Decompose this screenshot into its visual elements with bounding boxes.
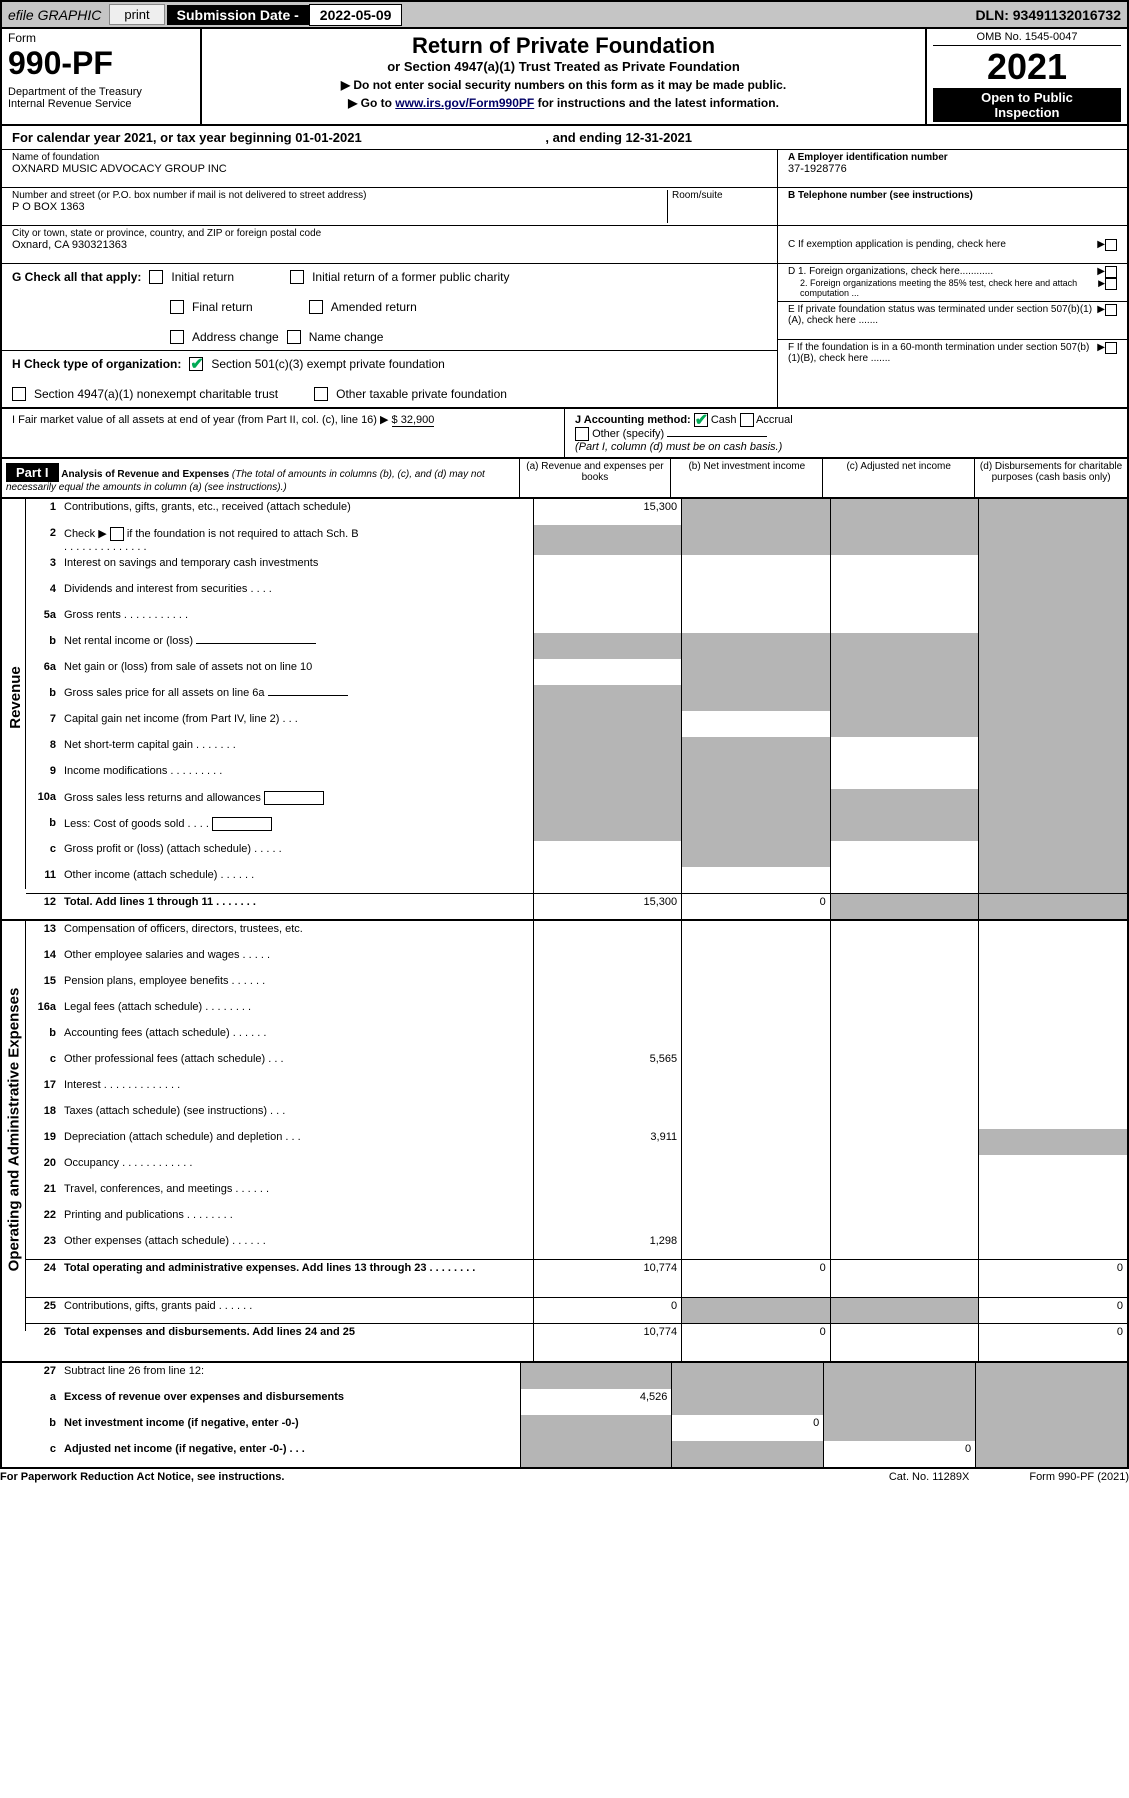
accrual-checkbox[interactable]: [740, 413, 754, 427]
f-row: F If the foundation is in a 60-month ter…: [778, 340, 1127, 378]
note-2: ▶ Go to www.irs.gov/Form990PF for instru…: [206, 96, 921, 110]
cal-year-end: , and ending 12-31-2021: [545, 130, 692, 145]
city: Oxnard, CA 930321363: [12, 239, 767, 251]
header-right: OMB No. 1545-0047 2021 Open to Public In…: [927, 29, 1127, 124]
d1-checkbox[interactable]: [1105, 266, 1117, 278]
info-right: A Employer identification number 37-1928…: [777, 150, 1127, 407]
f-checkbox[interactable]: [1105, 342, 1117, 354]
form-subtitle: or Section 4947(a)(1) Trust Treated as P…: [206, 59, 921, 74]
tax-year: 2021: [933, 46, 1121, 88]
schb-checkbox[interactable]: [110, 527, 124, 541]
cat-no: Cat. No. 11289X: [889, 1471, 970, 1483]
submission-label: Submission Date -: [167, 5, 309, 25]
dln: DLN: 93491132016732: [969, 5, 1127, 25]
fair-market-value: $ 32,900: [392, 414, 435, 427]
form-ref: Form 990-PF (2021): [1029, 1471, 1129, 1483]
i-section: I Fair market value of all assets at end…: [2, 409, 564, 457]
irs-link[interactable]: www.irs.gov/Form990PF: [395, 96, 534, 110]
part1-header-row: Part I Analysis of Revenue and Expenses …: [0, 459, 1129, 499]
cash-checkbox[interactable]: [694, 413, 708, 427]
r24-a: 10,774: [533, 1260, 682, 1297]
4947-checkbox[interactable]: [12, 387, 26, 401]
r24-d: 0: [978, 1260, 1127, 1297]
r26-a: 10,774: [533, 1324, 682, 1361]
ein: 37-1928776: [788, 163, 1117, 175]
info-grid: Name of foundation OXNARD MUSIC ADVOCACY…: [0, 150, 1129, 409]
d-row: D 1. Foreign organizations, check here..…: [778, 264, 1127, 302]
info-left: Name of foundation OXNARD MUSIC ADVOCACY…: [2, 150, 777, 407]
col-d-header: (d) Disbursements for charitable purpose…: [975, 459, 1127, 497]
r19-a: 3,911: [533, 1129, 682, 1155]
r26-b: 0: [681, 1324, 830, 1361]
address-row: Number and street (or P.O. box number if…: [2, 188, 777, 226]
e-checkbox[interactable]: [1105, 304, 1117, 316]
address: P O BOX 1363: [12, 201, 667, 213]
part1-label: Part I: [6, 463, 59, 482]
initial-return-checkbox[interactable]: [149, 270, 163, 284]
501c3-checkbox[interactable]: [189, 357, 203, 371]
r16c-a: 5,565: [533, 1051, 682, 1077]
final-return-checkbox[interactable]: [170, 300, 184, 314]
other-method-checkbox[interactable]: [575, 427, 589, 441]
department: Department of the Treasury Internal Reve…: [8, 86, 194, 110]
form-number: 990-PF: [8, 45, 194, 82]
r12-a: 15,300: [533, 894, 682, 919]
foundation-name-row: Name of foundation OXNARD MUSIC ADVOCACY…: [2, 150, 777, 188]
submission-date: 2022-05-09: [309, 4, 403, 26]
initial-former-checkbox[interactable]: [290, 270, 304, 284]
r27c-c: 0: [823, 1441, 975, 1467]
e-row: E If private foundation status was termi…: [778, 302, 1127, 340]
city-row: City or town, state or province, country…: [2, 226, 777, 264]
omb-number: OMB No. 1545-0047: [933, 31, 1121, 46]
r27b-b: 0: [671, 1415, 823, 1441]
print-button[interactable]: print: [109, 4, 164, 25]
col-c-header: (c) Adjusted net income: [823, 459, 975, 497]
ij-row: I Fair market value of all assets at end…: [0, 409, 1129, 459]
pending-checkbox[interactable]: [1105, 239, 1117, 251]
part1-table: Revenue 1Contributions, gifts, grants, e…: [0, 499, 1129, 1469]
ein-row: A Employer identification number 37-1928…: [778, 150, 1127, 188]
form-title: Return of Private Foundation: [206, 33, 921, 59]
arrow-icon: ▶: [1097, 239, 1105, 250]
r1-a: 15,300: [533, 499, 682, 525]
paperwork-notice: For Paperwork Reduction Act Notice, see …: [0, 1471, 284, 1483]
part1-desc: Part I Analysis of Revenue and Expenses …: [2, 459, 520, 497]
col-b-header: (b) Net investment income: [671, 459, 823, 497]
room-label: Room/suite: [672, 190, 767, 201]
footer: For Paperwork Reduction Act Notice, see …: [0, 1469, 1129, 1485]
d2-checkbox[interactable]: [1105, 278, 1117, 290]
address-change-checkbox[interactable]: [170, 330, 184, 344]
j-section: J Accounting method: Cash Accrual Other …: [564, 409, 1127, 457]
open-inspection: Open to Public Inspection: [933, 88, 1121, 122]
calendar-year-row: For calendar year 2021, or tax year begi…: [0, 126, 1129, 150]
r24-b: 0: [681, 1260, 830, 1297]
telephone-row: B Telephone number (see instructions): [778, 188, 1127, 226]
r12-b: 0: [681, 894, 830, 919]
efile-label: efile GRAPHIC: [2, 5, 107, 25]
c-row: C If exemption application is pending, c…: [778, 226, 1127, 264]
amended-return-checkbox[interactable]: [309, 300, 323, 314]
g-check-row: G Check all that apply: Initial return I…: [2, 264, 777, 351]
h-check-row: H Check type of organization: Section 50…: [2, 351, 777, 407]
form-header: Form 990-PF Department of the Treasury I…: [0, 29, 1129, 126]
col-a-header: (a) Revenue and expenses per books: [520, 459, 672, 497]
header-left: Form 990-PF Department of the Treasury I…: [2, 29, 202, 124]
other-taxable-checkbox[interactable]: [314, 387, 328, 401]
r26-d: 0: [978, 1324, 1127, 1361]
expenses-sidebar: Operating and Administrative Expenses: [2, 921, 26, 1331]
revenue-sidebar: Revenue: [2, 499, 26, 889]
name-change-checkbox[interactable]: [287, 330, 301, 344]
foundation-name: OXNARD MUSIC ADVOCACY GROUP INC: [12, 163, 767, 175]
top-bar: efile GRAPHIC print Submission Date - 20…: [0, 0, 1129, 29]
r25-d: 0: [978, 1298, 1127, 1323]
r23-a: 1,298: [533, 1233, 682, 1259]
header-center: Return of Private Foundation or Section …: [202, 29, 927, 124]
cal-year-begin: For calendar year 2021, or tax year begi…: [12, 130, 362, 145]
note-1: ▶ Do not enter social security numbers o…: [206, 78, 921, 92]
r27a-a: 4,526: [520, 1389, 672, 1415]
form-word: Form: [8, 31, 194, 45]
r25-a: 0: [533, 1298, 682, 1323]
